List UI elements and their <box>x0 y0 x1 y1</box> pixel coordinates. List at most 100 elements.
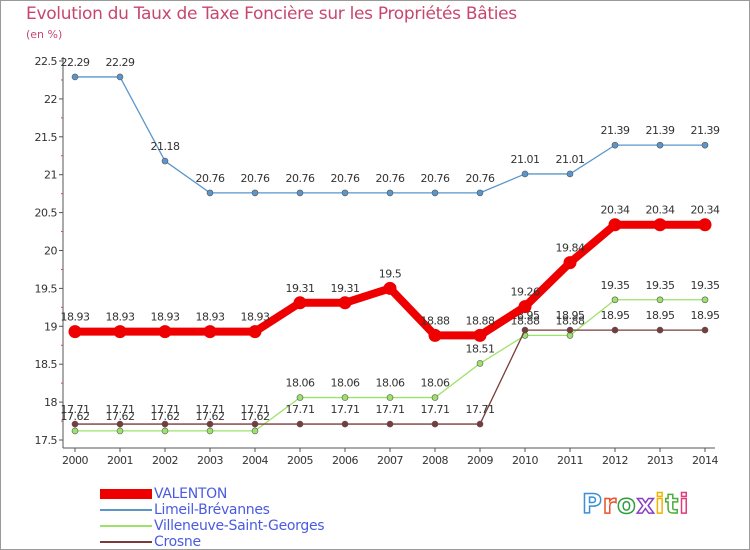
y-tick-label: 22.5 <box>35 55 58 68</box>
y-tick-label: 19 <box>44 320 57 333</box>
data-point-limeil-brevannes <box>206 189 214 197</box>
data-label-limeil-brevannes: 20.76 <box>421 172 450 185</box>
x-tick-label: 2013 <box>647 454 673 467</box>
data-label-crosne: 17.71 <box>286 403 315 416</box>
data-point-limeil-brevannes <box>431 189 439 197</box>
data-label-villeneuve-saint-georges: 18.06 <box>421 377 450 390</box>
data-point-limeil-brevannes <box>296 189 304 197</box>
data-label-villeneuve-saint-georges: 19.35 <box>601 279 630 292</box>
data-point-crosne <box>116 420 124 428</box>
data-point-crosne <box>521 326 529 334</box>
data-point-villeneuve-saint-georges <box>341 394 349 401</box>
data-label-villeneuve-saint-georges: 19.35 <box>646 279 675 292</box>
data-point-valenton <box>338 296 352 310</box>
data-label-crosne: 17.71 <box>331 403 360 416</box>
data-label-crosne: 17.71 <box>106 403 135 416</box>
chart-title: Evolution du Taux de Taxe Foncière sur l… <box>26 4 517 24</box>
data-point-valenton <box>563 256 577 270</box>
data-label-crosne: 17.71 <box>151 403 180 416</box>
data-label-limeil-brevannes: 21.39 <box>601 124 630 137</box>
y-tick-label: 21 <box>44 169 57 182</box>
data-point-villeneuve-saint-georges <box>701 296 709 304</box>
data-point-villeneuve-saint-georges <box>206 427 214 435</box>
proxiti-logo: Proxiti <box>581 488 690 521</box>
data-label-limeil-brevannes: 22.29 <box>106 56 135 69</box>
data-label-valenton: 20.34 <box>601 204 630 217</box>
data-point-crosne <box>566 326 574 334</box>
data-point-limeil-brevannes <box>656 141 664 149</box>
logo-letter: x <box>636 488 656 521</box>
y-tick-label: 18.5 <box>35 358 58 371</box>
data-point-crosne <box>386 420 394 428</box>
data-label-valenton: 18.93 <box>106 311 135 324</box>
data-point-valenton <box>248 325 262 339</box>
data-point-limeil-brevannes <box>521 170 529 178</box>
data-label-valenton: 19.84 <box>556 242 585 255</box>
y-tick-label: 19.5 <box>35 282 58 295</box>
x-tick-label: 2007 <box>377 454 403 467</box>
data-point-villeneuve-saint-georges <box>431 394 439 401</box>
data-label-crosne: 18.95 <box>601 309 630 322</box>
data-point-valenton <box>113 325 127 339</box>
data-label-villeneuve-saint-georges: 17.62 <box>61 410 90 423</box>
data-point-valenton <box>158 325 172 339</box>
data-point-limeil-brevannes <box>71 73 79 81</box>
logo-letter: i <box>654 488 666 521</box>
data-label-valenton: 18.93 <box>151 311 180 324</box>
data-point-limeil-brevannes <box>161 157 169 165</box>
data-point-valenton <box>653 218 667 232</box>
data-point-villeneuve-saint-georges <box>386 394 394 401</box>
legend-label: Crosne <box>154 534 201 550</box>
legend-label: Villeneuve-Saint-Georges <box>154 518 325 534</box>
data-label-crosne: 18.95 <box>691 309 720 322</box>
data-label-crosne: 18.95 <box>556 309 585 322</box>
data-point-limeil-brevannes <box>251 189 259 197</box>
x-tick-label: 2003 <box>197 454 223 467</box>
data-label-villeneuve-saint-georges: 19.35 <box>691 279 720 292</box>
data-label-crosne: 17.71 <box>241 403 270 416</box>
data-label-valenton: 18.93 <box>196 311 225 324</box>
data-label-crosne: 17.71 <box>196 403 225 416</box>
data-point-crosne <box>656 326 664 334</box>
data-point-villeneuve-saint-georges <box>251 427 259 435</box>
data-point-valenton <box>698 218 712 232</box>
logo-letter: t <box>665 488 680 521</box>
data-label-villeneuve-saint-georges: 17.62 <box>151 410 180 423</box>
data-label-villeneuve-saint-georges: 18.88 <box>556 314 585 327</box>
logo-letter: o <box>616 488 637 521</box>
x-tick-label: 2009 <box>467 454 493 467</box>
data-label-limeil-brevannes: 21.39 <box>646 124 675 137</box>
x-tick-label: 2006 <box>332 454 358 467</box>
data-label-limeil-brevannes: 21.39 <box>691 124 720 137</box>
x-tick-label: 2005 <box>287 454 313 467</box>
x-tick-label: 2012 <box>602 454 628 467</box>
data-point-limeil-brevannes <box>701 141 709 149</box>
data-point-crosne <box>296 420 304 428</box>
data-label-valenton: 18.93 <box>241 311 270 324</box>
y-tick-label: 22 <box>44 93 57 106</box>
data-label-villeneuve-saint-georges: 18.88 <box>511 314 540 327</box>
data-point-valenton <box>518 300 532 314</box>
x-tick-label: 2000 <box>62 454 88 467</box>
data-label-valenton: 19.31 <box>286 282 315 295</box>
data-point-villeneuve-saint-georges <box>296 394 304 401</box>
legend-swatch <box>100 509 152 511</box>
data-label-valenton: 18.88 <box>466 314 495 327</box>
data-label-villeneuve-saint-georges: 17.62 <box>196 410 225 423</box>
data-label-limeil-brevannes: 20.76 <box>196 172 225 185</box>
data-label-villeneuve-saint-georges: 18.51 <box>466 342 495 355</box>
x-tick-label: 2010 <box>512 454 538 467</box>
y-tick-label: 21.5 <box>35 131 58 144</box>
data-label-crosne: 17.71 <box>61 403 90 416</box>
x-tick-label: 2008 <box>422 454 448 467</box>
logo-letter: r <box>602 488 618 521</box>
x-tick-label: 2011 <box>557 454 583 467</box>
data-point-limeil-brevannes <box>476 189 484 197</box>
logo-letter: P <box>581 488 603 521</box>
data-point-villeneuve-saint-georges <box>476 360 484 367</box>
data-label-valenton: 20.34 <box>646 204 675 217</box>
data-point-villeneuve-saint-georges <box>611 296 619 304</box>
legend-swatch <box>100 489 152 499</box>
data-label-valenton: 18.88 <box>421 314 450 327</box>
data-label-limeil-brevannes: 21.18 <box>151 140 180 153</box>
